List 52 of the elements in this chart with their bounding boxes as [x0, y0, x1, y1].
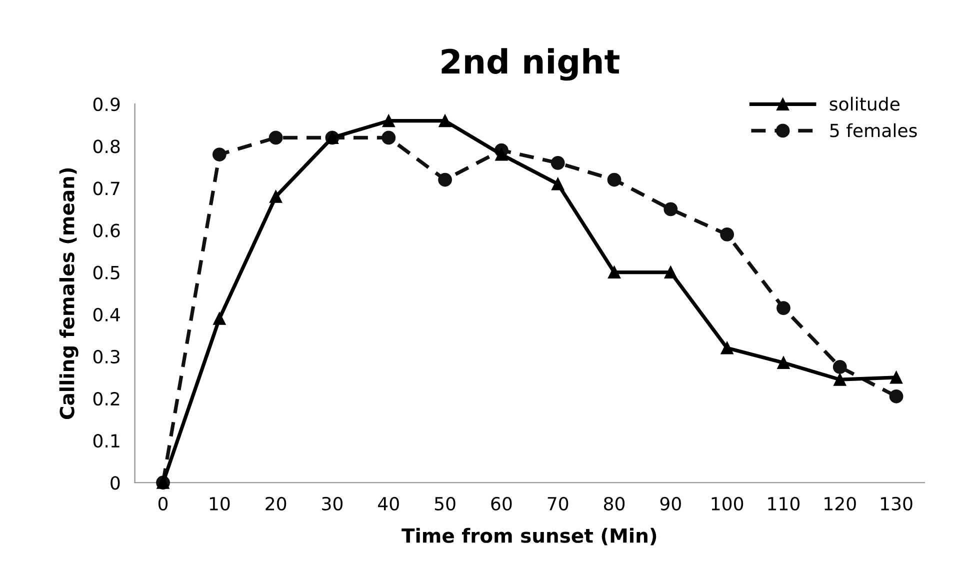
x-tick-label: 20 [266, 496, 286, 510]
point [777, 356, 790, 369]
y-tick-label: 0.1 [93, 434, 120, 448]
y-tick-label: 0 [110, 476, 120, 490]
point [212, 148, 226, 162]
chart-title: 2nd night [442, 48, 620, 81]
point [438, 114, 452, 128]
point [550, 156, 565, 170]
y-tick-label: 0.8 [93, 140, 120, 154]
point [438, 172, 452, 187]
x-tick-label: 130 [881, 496, 912, 510]
x-tick-label: 70 [548, 496, 568, 510]
point [664, 202, 678, 216]
point [720, 228, 734, 242]
x-tick-label: 80 [604, 496, 625, 510]
point [832, 360, 847, 374]
x-tick-label: 40 [378, 496, 399, 510]
x-tick-label: 100 [712, 496, 744, 510]
y-tick-label: 0.6 [93, 224, 120, 238]
x-tick-label: 60 [491, 496, 512, 510]
point [664, 266, 677, 279]
y-tick-label: 0.9 [93, 98, 120, 112]
point [382, 130, 396, 145]
x-tick-label: 110 [768, 496, 800, 510]
point [889, 389, 904, 404]
x-tick-label: 10 [210, 496, 230, 510]
point [552, 178, 564, 190]
y-tick-label: 0.2 [93, 392, 120, 406]
point [607, 172, 622, 187]
y-axis-title: Calling females (mean) [59, 168, 78, 420]
point [268, 130, 283, 145]
legend-label: 5 females [830, 123, 917, 138]
x-tick-label: 120 [824, 496, 856, 510]
x-axis-title: Time from sunset (Min) [402, 528, 656, 546]
y-tick-label: 0.7 [93, 182, 120, 196]
x-tick-label: 30 [322, 496, 343, 510]
point [776, 301, 790, 316]
y-tick-label: 0.5 [93, 266, 120, 280]
y-tick-label: 0.3 [93, 350, 120, 364]
point [213, 312, 226, 325]
point [382, 114, 395, 128]
point [720, 342, 734, 354]
x-tick-label: 90 [660, 496, 681, 510]
x-tick-label: 0 [158, 496, 168, 510]
point [608, 266, 621, 279]
legend-label: solitude [830, 96, 900, 111]
point [890, 371, 903, 384]
point [495, 148, 508, 161]
point [270, 190, 282, 203]
point [834, 373, 846, 386]
x-tick-label: 50 [434, 496, 456, 510]
y-tick-label: 0.4 [93, 308, 120, 322]
